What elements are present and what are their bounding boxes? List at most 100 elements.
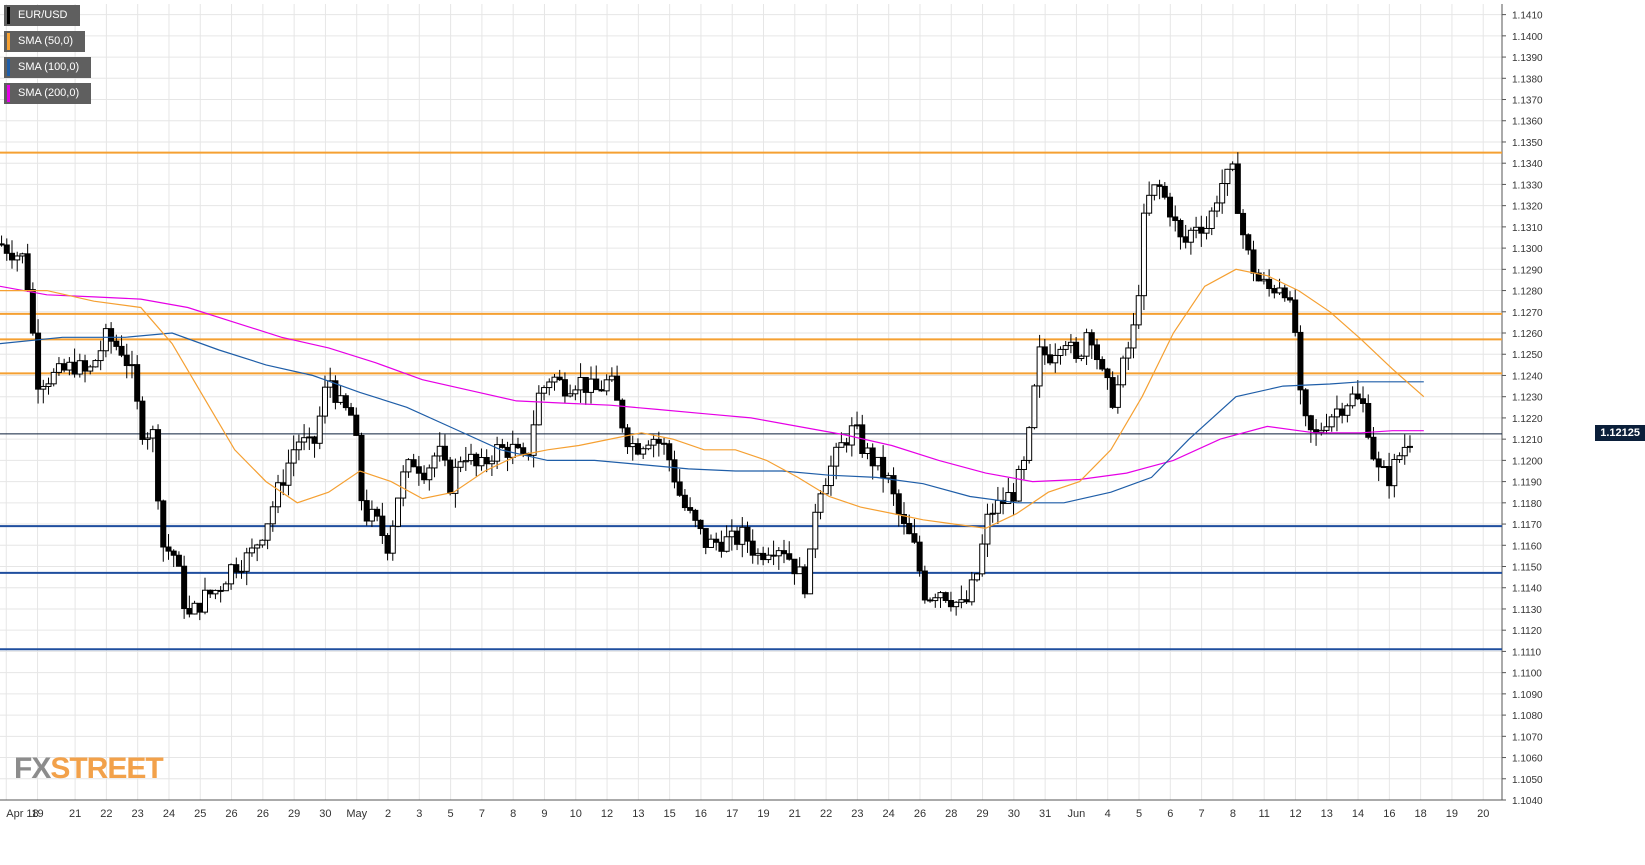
x-tick-label: 6 [1167, 808, 1173, 820]
x-tick-label: 10 [570, 808, 582, 820]
candle-body-up [400, 471, 407, 499]
candle-body-down [1041, 346, 1048, 356]
candle-body-down [1088, 332, 1095, 346]
x-tick-label: 12 [601, 808, 613, 820]
candle-body-up [739, 526, 746, 545]
y-tick-label: 1.1350 [1512, 138, 1543, 149]
candle-body-down [906, 522, 913, 535]
x-tick-label: 20 [1477, 808, 1489, 820]
candle-body-down [619, 399, 626, 429]
candle-body-down [374, 508, 381, 517]
candle-body-up [426, 467, 433, 481]
candle-body-down [311, 436, 318, 444]
y-tick-label: 1.1050 [1512, 775, 1543, 786]
y-tick-label: 1.1240 [1512, 371, 1543, 382]
x-tick-label: 29 [976, 808, 988, 820]
legend-item-sma100: SMA (100,0) [4, 57, 92, 78]
candle-body-up [535, 392, 542, 426]
candle-body-up [629, 443, 636, 448]
candle-body-down [1109, 377, 1116, 408]
candle-body-up [1260, 278, 1267, 282]
candle-body-down [1302, 389, 1309, 417]
candle-body-up [1052, 354, 1059, 364]
candle-body-down [1099, 359, 1106, 370]
candle-body-up [640, 448, 647, 455]
candle-body-up [974, 573, 981, 581]
candle-body-up [301, 437, 308, 443]
candle-body-down [1313, 429, 1320, 433]
candle-body-up [567, 393, 574, 397]
candle-body-down [348, 407, 355, 416]
candle-body-down [927, 599, 934, 602]
candle-body-up [436, 445, 443, 457]
y-tick-label: 1.1360 [1512, 117, 1543, 128]
candle-body-down [916, 541, 923, 572]
y-tick-label: 1.1330 [1512, 180, 1543, 191]
candle-body-up [468, 453, 475, 462]
candle-body-down [499, 444, 506, 448]
candle-body-up [885, 475, 892, 479]
x-tick-label: 5 [1136, 808, 1142, 820]
candle-body-down [441, 445, 448, 461]
candle-body-down [415, 466, 422, 474]
candle-body-up [775, 550, 782, 557]
current-price-label: 1.12125 [1600, 426, 1640, 439]
candle-body-up [144, 437, 151, 440]
candle-body-down [692, 509, 699, 521]
candle-body-up [1193, 226, 1200, 231]
candle-body-down [332, 380, 339, 403]
y-tick-label: 1.1270 [1512, 308, 1543, 319]
candle-body-up [1224, 168, 1231, 185]
candle-body-down [655, 438, 662, 444]
y-tick-label: 1.1110 [1512, 647, 1542, 658]
candle-body-up [1219, 183, 1226, 204]
candle-body-down [363, 500, 370, 522]
candle-body-up [1031, 385, 1038, 429]
y-tick-label: 1.1060 [1512, 754, 1543, 765]
candle-body-up [212, 589, 219, 595]
candle-body-up [765, 554, 772, 561]
candle-body-down [1156, 184, 1163, 187]
x-tick-label: 22 [820, 808, 832, 820]
x-tick-label: 15 [664, 808, 676, 820]
candle-body-up [1344, 405, 1351, 416]
x-tick-label: 4 [1105, 808, 1111, 820]
y-tick-label: 1.1280 [1512, 287, 1543, 298]
candle-body-up [577, 376, 584, 391]
candle-body-up [1203, 227, 1210, 234]
y-tick-label: 1.1090 [1512, 690, 1543, 701]
candle-body-up [264, 523, 271, 541]
candle-body-down [843, 442, 850, 446]
sma-50-line [0, 268, 1425, 529]
candle-body-up [1015, 468, 1022, 502]
candle-body-up [1333, 408, 1340, 418]
y-tick-label: 1.1410 [1512, 11, 1543, 22]
x-tick-label: 24 [883, 808, 895, 820]
candle-body-down [734, 530, 741, 545]
candle-body-up [368, 508, 375, 522]
candle-body-down [561, 379, 568, 397]
fxstreet-logo: FXSTREET [14, 752, 164, 786]
candle-body-down [786, 553, 793, 560]
candle-body-up [19, 253, 26, 257]
candle-body-up [650, 438, 657, 446]
candle-body-up [953, 601, 960, 608]
candle-body-down [880, 456, 887, 479]
candle-body-down [410, 459, 417, 468]
candle-body-up [754, 552, 761, 556]
candle-body-down [473, 453, 480, 467]
y-tick-label: 1.1300 [1512, 244, 1543, 255]
candle-body-down [963, 599, 970, 603]
candle-body-up [1062, 345, 1069, 350]
x-tick-label: 9 [541, 808, 547, 820]
candle-body-down [1161, 185, 1168, 198]
candle-body-down [165, 546, 172, 552]
y-tick-label: 1.1210 [1512, 435, 1543, 446]
candle-body-down [666, 443, 673, 461]
candle-body-up [452, 466, 459, 494]
candle-body-down [358, 434, 365, 502]
candle-body-down [676, 481, 683, 496]
candle-body-up [1130, 324, 1137, 349]
candle-body-down [781, 550, 788, 555]
